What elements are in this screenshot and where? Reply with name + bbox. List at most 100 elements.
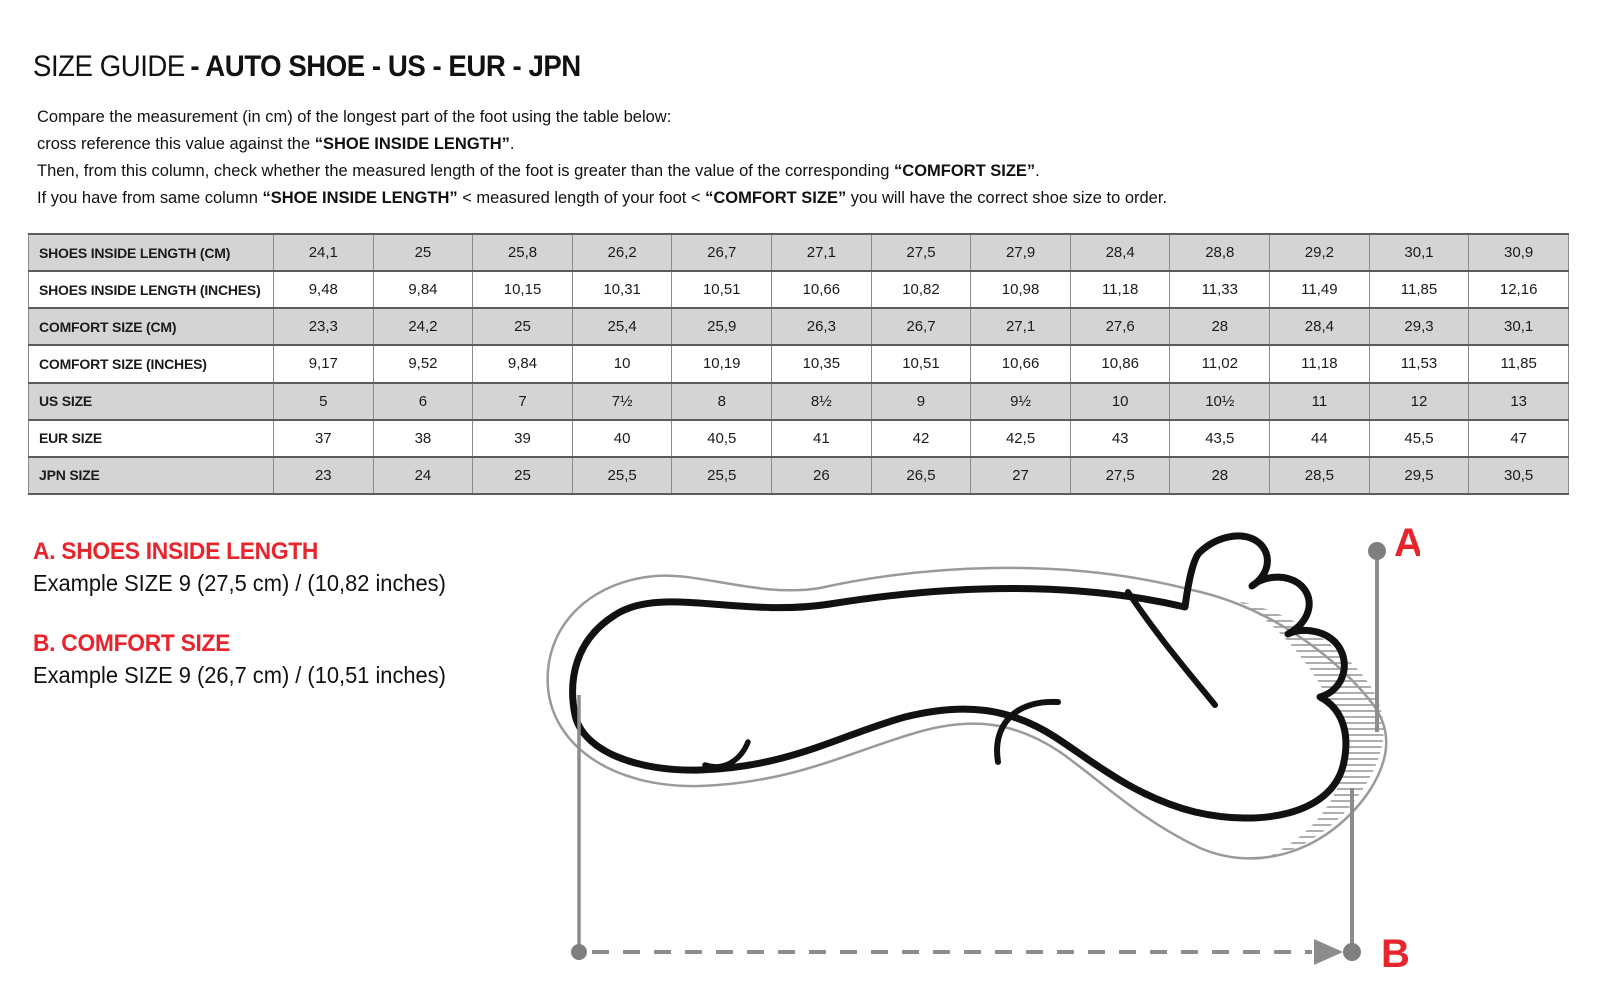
foot-diagram: A B — [546, 521, 1420, 976]
heel-reference-dot — [571, 944, 587, 960]
size-cell: 26,7 — [870, 307, 972, 347]
size-cell: 11 — [1269, 381, 1370, 421]
size-cell: 47 — [1468, 418, 1569, 458]
measure-dot-a — [1368, 542, 1386, 560]
legend: A. SHOES INSIDE LENGTH Example SIZE 9 (2… — [33, 538, 468, 689]
size-cell: 37 — [273, 418, 374, 458]
size-cell: 25 — [472, 455, 573, 496]
diagram-label-a: A — [1394, 521, 1420, 565]
size-cell: 24 — [372, 455, 474, 496]
size-cell: 30,9 — [1468, 232, 1569, 273]
size-cell: 11,33 — [1169, 270, 1271, 310]
size-cell: 41 — [771, 418, 872, 458]
legend-a-title: A. SHOES INSIDE LENGTH — [33, 538, 319, 565]
size-cell: 28,8 — [1169, 232, 1271, 273]
size-cell: 25,5 — [571, 455, 673, 496]
size-cell: 9,48 — [273, 270, 374, 310]
table-row: JPN SIZE 23 24 25 25,5 25,5 26 26,5 27 27,5 28 28,5… — [28, 455, 1569, 496]
size-cell: 28 — [1169, 455, 1271, 496]
size-cell: 10,66 — [970, 344, 1071, 384]
size-cell: 27,9 — [970, 232, 1071, 273]
size-cell: 7 — [472, 381, 573, 421]
page-title-bold: - AUTO SHOE - US - EUR - JPN — [190, 50, 581, 83]
row-label: SHOES INSIDE LENGTH (INCHES) — [28, 270, 274, 310]
size-cell: 30,1 — [1468, 307, 1569, 347]
size-cell: 9,52 — [372, 344, 474, 384]
measure-dot-b — [1343, 943, 1361, 961]
legend-gap — [33, 597, 468, 630]
size-cell: 8½ — [771, 381, 872, 421]
row-label: US SIZE — [28, 381, 274, 421]
row-label: JPN SIZE — [28, 455, 274, 496]
size-cell: 10,15 — [472, 270, 573, 310]
size-cell: 27,5 — [1069, 455, 1171, 496]
table-row: US SIZE 5 6 7 7½ 8 8½ 9 9½ 10 10½ 11 12 13 — [28, 381, 1569, 421]
size-cell: 28 — [1169, 307, 1271, 347]
size-cell: 24,2 — [372, 307, 474, 347]
size-cell: 26,5 — [870, 455, 972, 496]
size-cell: 40,5 — [671, 418, 773, 458]
table-row: COMFORT SIZE (CM) 23,3 24,2 25 25,4 25,9 26,3 2… — [28, 307, 1569, 347]
row-label: SHOES INSIDE LENGTH (CM) — [28, 232, 274, 273]
size-cell: 10,51 — [870, 344, 972, 384]
row-label: EUR SIZE — [28, 418, 274, 458]
size-cell: 30,1 — [1368, 232, 1470, 273]
table-row: SHOES INSIDE LENGTH (CM) 24,1 25 25,8 26,2 26… — [28, 232, 1569, 273]
table-row: SHOES INSIDE LENGTH (INCHES) 9,48 9,84 10,1… — [28, 270, 1569, 310]
page-title: SIZE GUIDE - AUTO SHOE - US - EUR - JPN — [33, 50, 581, 84]
size-cell: 9,17 — [273, 344, 374, 384]
size-cell: 29,5 — [1368, 455, 1470, 496]
size-cell: 27,5 — [870, 232, 972, 273]
size-cell: 44 — [1269, 418, 1370, 458]
size-table-body: SHOES INSIDE LENGTH (CM) 24,1 25 25,8 26,2 26… — [28, 232, 1569, 496]
size-cell: 27,1 — [771, 232, 872, 273]
size-cell: 43 — [1069, 418, 1171, 458]
legend-b-example: Example SIZE 9 (26,7 cm) / (10,51 inches… — [33, 662, 446, 688]
size-cell: 11,85 — [1368, 270, 1470, 310]
size-cell: 10,82 — [870, 270, 972, 310]
shoe-outline — [546, 566, 1388, 860]
size-cell: 40 — [571, 418, 673, 458]
size-cell: 25,9 — [671, 307, 773, 347]
foot-outline — [569, 532, 1350, 822]
size-cell: 9½ — [970, 381, 1071, 421]
size-cell: 9 — [870, 381, 972, 421]
size-cell: 10 — [1069, 381, 1171, 421]
intro-text: Compare the measurement (in cm) of the l… — [37, 103, 1202, 211]
size-cell: 42 — [870, 418, 972, 458]
size-cell: 10,31 — [571, 270, 673, 310]
size-cell: 25 — [372, 232, 474, 273]
size-cell: 11,53 — [1368, 344, 1470, 384]
size-cell: 10,19 — [671, 344, 773, 384]
size-cell: 45,5 — [1368, 418, 1470, 458]
diagram-label-b: B — [1381, 932, 1410, 976]
intro-line-4: If you have from same column “SHOE INSID… — [37, 188, 1168, 207]
size-cell: 9,84 — [472, 344, 573, 384]
size-cell: 12 — [1368, 381, 1470, 421]
legend-b-title: B. COMFORT SIZE — [33, 630, 231, 657]
size-cell: 28,4 — [1069, 232, 1171, 273]
size-cell: 10½ — [1169, 381, 1271, 421]
size-cell: 28,4 — [1269, 307, 1370, 347]
intro-line-3: Then, from this column, check whether th… — [37, 161, 1040, 180]
size-cell: 26,2 — [571, 232, 673, 273]
row-label: COMFORT SIZE (CM) — [28, 307, 274, 347]
length-arrowhead — [1314, 939, 1343, 965]
row-label: COMFORT SIZE (INCHES) — [28, 344, 274, 384]
size-cell: 11,49 — [1269, 270, 1370, 310]
size-cell: 23 — [273, 455, 374, 496]
size-cell: 26,7 — [671, 232, 773, 273]
size-cell: 28,5 — [1269, 455, 1370, 496]
size-cell: 23,3 — [273, 307, 374, 347]
intro-line-2: cross reference this value against the “… — [37, 134, 515, 153]
size-cell: 29,2 — [1269, 232, 1370, 273]
size-cell: 42,5 — [970, 418, 1071, 458]
size-cell: 25,4 — [571, 307, 673, 347]
size-table: SHOES INSIDE LENGTH (CM) 24,1 25 25,8 26,2 26… — [28, 232, 1569, 496]
size-cell: 12,16 — [1468, 270, 1569, 310]
size-cell: 29,3 — [1368, 307, 1470, 347]
size-cell: 27,1 — [970, 307, 1071, 347]
size-cell: 10,86 — [1069, 344, 1171, 384]
size-cell: 5 — [273, 381, 374, 421]
size-cell: 8 — [671, 381, 773, 421]
